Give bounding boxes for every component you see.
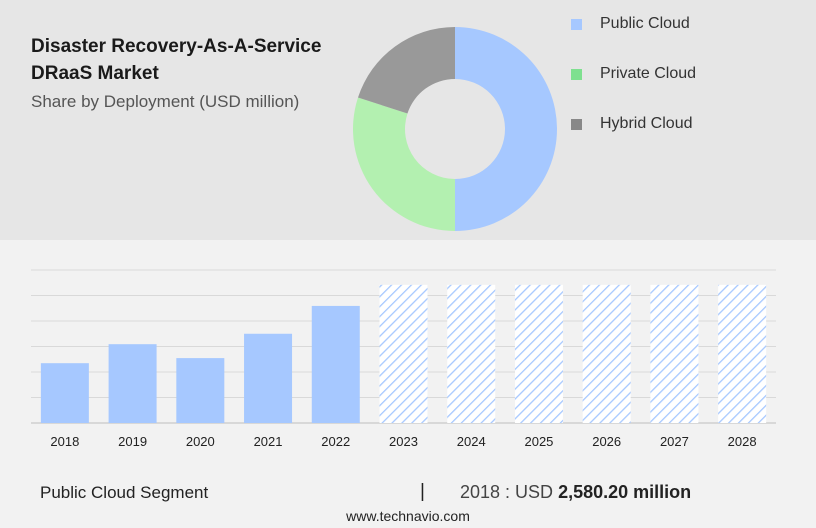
x-tick-label: 2022 [321,434,350,449]
forecast-bar-2023 [379,284,428,423]
donut-chart [352,27,557,232]
chart-subtitle: Share by Deployment (USD million) [31,92,300,111]
donut-slice-private-cloud [352,97,455,232]
forecast-bar-2025 [514,284,563,423]
forecast-bar-2024 [447,284,496,423]
bar-2019 [108,344,157,423]
x-tick-label: 2028 [728,434,757,449]
footer-segment-label: Public Cloud Segment [40,483,209,502]
bar-2022 [311,305,360,423]
x-tick-label: 2027 [660,434,689,449]
footer-year-prefix: 2018 : USD [460,482,554,502]
legend-label: Private Cloud [600,65,697,82]
legend-swatch [571,19,582,30]
donut-slice-hybrid-cloud [357,27,455,114]
x-tick-label: 2018 [50,434,79,449]
footer-divider: | [420,481,425,502]
chart-title: Disaster Recovery-As-A-Service DRaaS Mar… [31,36,322,84]
x-tick-label: 2026 [592,434,621,449]
website-link[interactable]: www.technavio.com [346,508,470,524]
forecast-bar-2026 [582,284,631,423]
legend-label: Hybrid Cloud [600,115,693,132]
bar-chart: 2018 2019 2020 2021 2022 2023 2024 2025 2026 2027… [31,269,776,449]
x-tick-label: 2020 [186,434,215,449]
footer-value: 2,580.20 million [558,482,692,502]
bar-2020 [176,358,225,423]
footer-value-line: 2018 : USD 2,580.20 million [460,482,691,503]
x-tick-label: 2024 [457,434,486,449]
x-axis-labels: 2018 2019 2020 2021 2022 2023 2024 2025 2026 2027… [50,434,756,449]
x-tick-label: 2025 [524,434,553,449]
bars [40,284,767,423]
x-tick-label: 2019 [118,434,147,449]
x-tick-label: 2021 [254,434,283,449]
legend-swatch [571,69,582,80]
donut-slice-public-cloud [455,27,557,231]
forecast-bar-2028 [718,284,767,423]
legend-label: Public Cloud [600,15,690,32]
bar-2021 [244,333,293,423]
bar-2018 [40,363,89,423]
forecast-bar-2027 [650,284,699,423]
x-tick-label: 2023 [389,434,418,449]
legend-swatch [571,119,582,130]
